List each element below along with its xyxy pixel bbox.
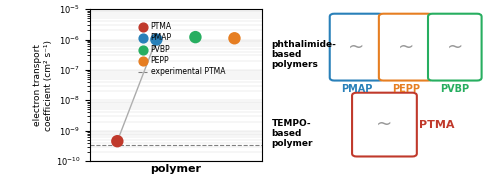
FancyBboxPatch shape	[330, 14, 384, 81]
FancyBboxPatch shape	[352, 93, 417, 156]
Text: ~: ~	[376, 115, 392, 134]
Point	[230, 37, 238, 40]
FancyBboxPatch shape	[379, 14, 432, 81]
Text: TEMPO-
based
polymer: TEMPO- based polymer	[272, 119, 313, 148]
FancyBboxPatch shape	[428, 14, 482, 81]
Text: PMAP: PMAP	[341, 84, 372, 94]
Point	[192, 36, 200, 39]
Text: phthalimide-
based
polymers: phthalimide- based polymers	[272, 40, 336, 69]
Text: PEPP: PEPP	[392, 84, 419, 94]
X-axis label: polymer: polymer	[150, 164, 202, 174]
Legend: PTMA, PMAP, PVBP, PEPP, experimental PTMA: PTMA, PMAP, PVBP, PEPP, experimental PTM…	[137, 20, 226, 78]
Text: PVBP: PVBP	[440, 84, 470, 94]
Point	[114, 140, 122, 143]
Point	[152, 38, 160, 41]
Text: ~: ~	[398, 38, 414, 57]
Text: ~: ~	[446, 38, 463, 57]
Text: PTMA: PTMA	[419, 119, 454, 130]
Text: ~: ~	[348, 38, 364, 57]
Y-axis label: electron transport
coefficient (cm² s⁻¹): electron transport coefficient (cm² s⁻¹)	[34, 40, 53, 131]
